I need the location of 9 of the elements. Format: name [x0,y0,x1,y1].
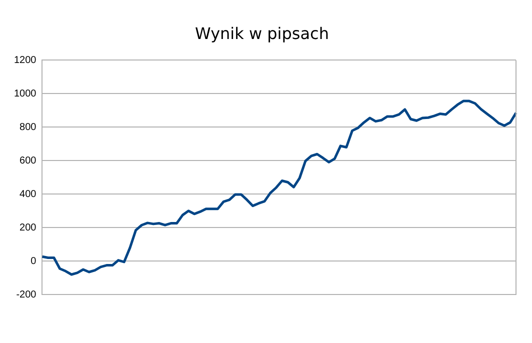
y-tick-label: 400 [20,188,37,200]
y-tick-label: 0 [30,256,37,267]
y-tick-label: 800 [20,122,37,133]
y-tick-label: 1000 [14,88,37,100]
y-tick-label: -200 [16,289,37,300]
chart-title: Wynik w pipsach [195,24,329,43]
y-tick-label: 200 [20,222,37,234]
y-tick-label: 1200 [14,54,37,66]
y-tick-label: 600 [20,155,37,166]
